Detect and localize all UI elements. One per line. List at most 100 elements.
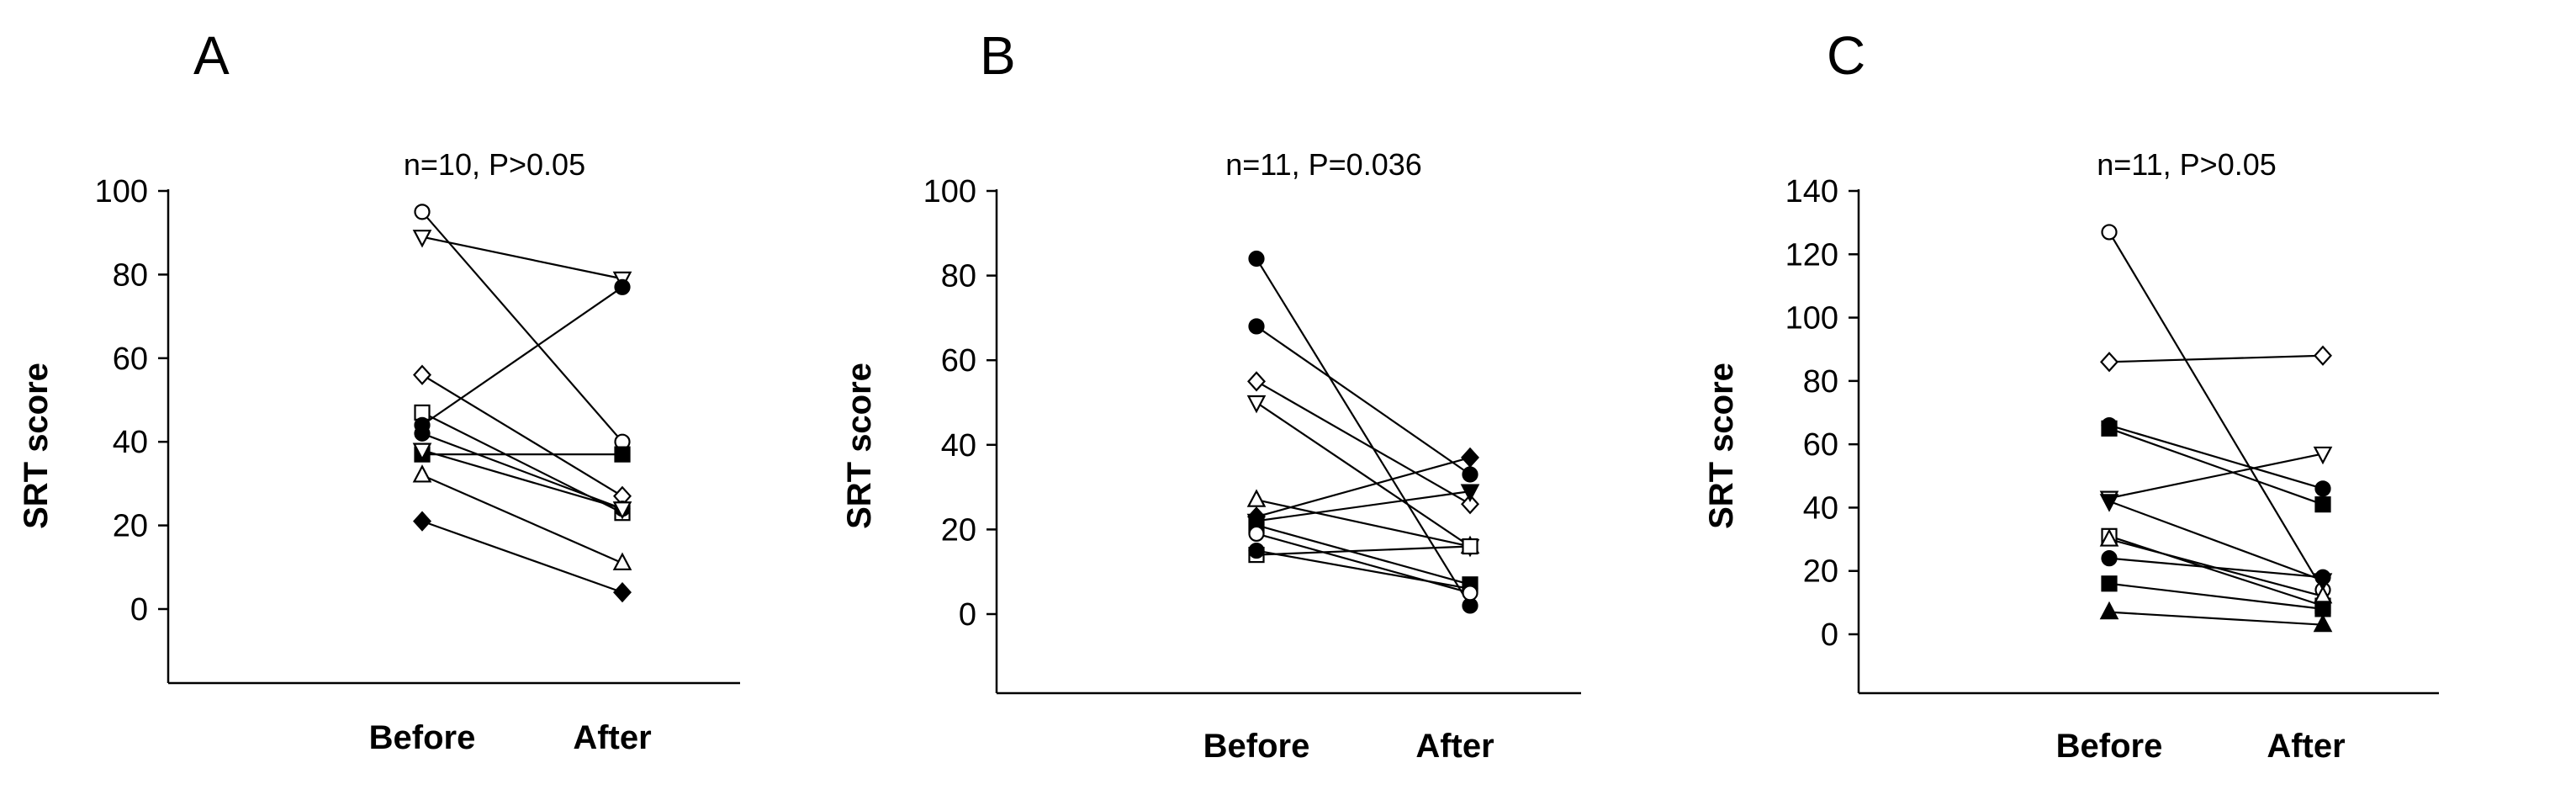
marker-circle-filled [414,425,431,442]
marker-triangle-open [612,552,632,570]
series-line [1256,456,1471,518]
y-tick-label: 100 [95,174,148,209]
panel-letter: B [980,25,1016,86]
chart-title: n=11, P>0.05 [2097,147,2277,182]
series-line [1256,524,1471,585]
marker-circle-filled [1248,318,1265,335]
series-line [421,236,623,280]
y-tick-label: 60 [1803,427,1838,463]
series-line [1256,326,1471,475]
y-axis-label: SRT score [1703,363,1740,529]
series-line [421,449,623,510]
marker-triangle-filled [2099,601,2119,620]
series-pair [1247,371,1479,515]
marker-circle-filled [1462,466,1478,483]
x-category-before: Before [2056,728,2163,765]
series-line [2108,611,2324,626]
series-pair [414,278,631,433]
series-line [1256,380,1471,506]
series-pair [2101,550,2331,585]
series-line [421,474,623,564]
marker-diamond-open [1461,494,1479,515]
y-tick-label: 60 [941,343,976,379]
y-tick-label: 40 [941,428,976,464]
y-tick-label: 80 [113,257,148,293]
series-pair [412,442,632,520]
marker-diamond-filled [413,511,431,532]
marker-circle-filled [2101,550,2118,567]
series-pair [2101,416,2331,497]
series-pair [414,425,631,517]
marker-triangle-open [2099,528,2119,547]
series-pair [1247,447,1479,527]
series-line [1256,490,1471,522]
marker-triangle-open [1246,489,1267,507]
marker-triangle-down-open [2313,446,2333,465]
y-tick-label: 0 [1821,617,1838,653]
marker-circle-open [2101,224,2118,241]
y-tick-label: 100 [923,174,976,209]
series-line [2108,231,2324,591]
marker-square-filled [2314,496,2331,513]
series-line [2108,535,2324,607]
y-tick-label: 20 [1803,554,1838,590]
marker-diamond-open [413,364,431,385]
marker-circle-open [1248,525,1265,543]
marker-triangle-down-open [412,230,432,248]
x-category-after: After [2267,728,2345,765]
y-tick-label: 120 [1785,237,1838,273]
series-pair [413,511,632,603]
series-pair [1248,538,1478,564]
series-line [1256,549,1471,590]
series-pair [412,464,632,570]
series-line [421,211,623,442]
marker-circle-filled [2314,480,2331,497]
y-tick-label: 40 [113,425,148,460]
series-line [2108,424,2324,490]
y-tick-label: 140 [1785,174,1838,209]
series-line [2108,582,2324,610]
marker-square-filled [2101,575,2118,592]
marker-triangle-down-open [412,442,432,461]
y-tick-label: 20 [941,512,976,548]
panel-letter: C [1827,25,1865,86]
series-line [421,286,623,426]
marker-diamond-open [2314,345,2332,366]
series-pair [414,404,631,522]
series-pair [2099,528,2333,604]
series-pair [2101,420,2331,513]
series-pair [414,446,631,463]
y-axis-label: SRT score [841,363,878,529]
marker-diamond-open [2100,352,2118,373]
marker-circle-filled [1248,542,1265,559]
marker-diamond-filled [613,581,632,603]
series-pair [1246,395,1480,558]
series-line [421,432,623,510]
series-line [1256,532,1471,594]
series-pair [2101,575,2331,617]
y-tick-label: 80 [941,259,976,294]
marker-triangle-down-filled [2099,494,2119,512]
marker-square-filled [614,446,631,463]
series-pair [2100,345,2332,373]
panel-b: B n=11, P=0.036 SRT score Before After 0… [841,25,1581,765]
x-category-before: Before [369,719,476,756]
series-line [1256,545,1471,556]
marker-circle-open [414,204,431,220]
marker-triangle-down-open [1246,395,1267,414]
y-tick-label: 80 [1803,364,1838,400]
series-pair [414,204,631,450]
x-category-before: Before [1203,728,1310,765]
marker-square-filled [2101,420,2118,437]
series-pair [1248,525,1478,601]
series-pair [1248,250,1478,614]
marker-diamond-filled [1461,447,1479,469]
series-line [421,374,623,497]
series-line [2108,557,2324,579]
marker-circle-filled [1248,250,1265,268]
chart-title: n=11, P=0.036 [1225,147,1422,182]
panel-a: A n=10, P>0.05 SRT score Before After 0 2… [18,25,740,756]
marker-circle-open [1462,585,1478,601]
